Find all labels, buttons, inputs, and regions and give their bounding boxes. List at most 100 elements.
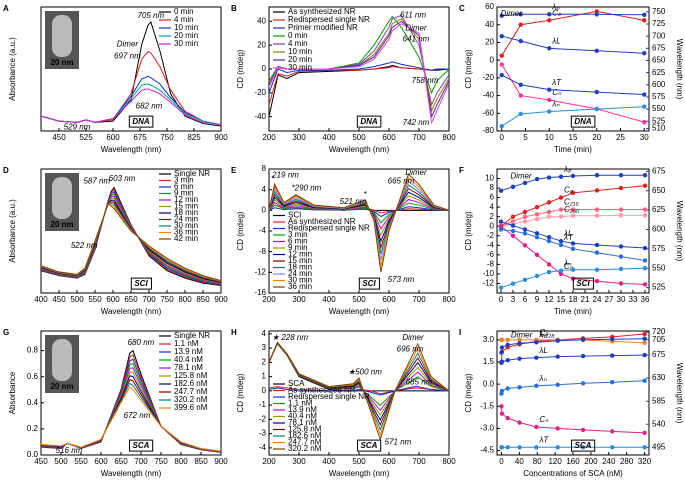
x-tick-label: 200 <box>584 457 598 466</box>
legend-label: 247.7 nM <box>288 438 322 447</box>
x-axis-label: Wavelength (nm) <box>101 307 162 316</box>
data-point <box>570 267 576 272</box>
annotation: Dimer <box>405 24 427 33</box>
y2-tick-label: 525 <box>652 116 666 125</box>
sample-label: SCA <box>133 441 150 450</box>
data-point <box>499 388 505 394</box>
y-tick-label: -80 <box>482 126 494 135</box>
data-point <box>570 173 576 179</box>
inset-rod <box>52 177 72 219</box>
y2-axis-label: Wavelength (nm) <box>675 201 684 262</box>
panel: G 450 500 550 600 650 700 750 800 850 900 0.0 0.2 0.4… <box>3 328 228 478</box>
y2-tick-label: 725 <box>652 19 666 28</box>
annotation: 742 nm <box>403 118 430 127</box>
y2-tick-label: 600 <box>652 80 666 89</box>
data-point <box>518 93 523 98</box>
inset-scale: 20 nm <box>50 220 73 229</box>
data-point <box>570 213 576 218</box>
y2-tick-label: 705 <box>652 335 666 344</box>
series-label: Cₙ <box>564 262 574 271</box>
data-point <box>522 214 528 219</box>
data-point <box>518 12 523 17</box>
annotation: 522 nm <box>71 241 98 250</box>
legend-label: Redispersed single NR <box>288 224 370 233</box>
data-point <box>499 404 504 409</box>
legend-label: 10 min <box>288 47 312 56</box>
annotation: * <box>271 174 275 183</box>
data-point <box>505 342 510 348</box>
data-point <box>618 213 624 218</box>
y2-tick-label: 675 <box>652 43 666 52</box>
x-tick-label: 700 <box>412 457 426 466</box>
x-tick-label: 500 <box>54 457 68 466</box>
x-tick-label: 400 <box>322 457 336 466</box>
y-tick-label: 3.0 <box>483 335 495 344</box>
x-tick-label: 550 <box>74 457 88 466</box>
y2-tick-label: 700 <box>652 31 666 40</box>
y-tick-label: -4 <box>487 240 495 249</box>
panel-label: C <box>459 4 465 13</box>
y-tick-label: 10 <box>485 174 494 183</box>
data-point <box>499 62 504 67</box>
y-tick-label: -4.5 <box>480 446 494 455</box>
panel: D 400 450 500 550 600 650 700 750 800 850 900 Wavele… <box>3 166 228 316</box>
annotation: 641 nm <box>403 34 430 43</box>
legend-label: 10 min <box>174 23 198 32</box>
sample-box <box>130 277 152 290</box>
series-label: λₙ <box>563 259 572 268</box>
data-point <box>594 213 600 218</box>
data-point <box>642 282 648 287</box>
data-point <box>547 12 552 17</box>
series-label: λₚ <box>538 330 547 339</box>
sample-label: DNA <box>574 117 592 126</box>
y-tick-label: 40 <box>485 20 494 29</box>
data-point <box>618 185 624 191</box>
annotation: * <box>291 184 295 193</box>
data-point <box>498 188 504 193</box>
data-point <box>594 106 599 112</box>
data-point <box>498 227 504 232</box>
annotation: 696 nm <box>397 345 424 354</box>
x-axis-label: Wavelength (nm) <box>101 469 162 478</box>
y2-tick-label: 550 <box>652 263 666 272</box>
x-tick-label: 800 <box>174 457 188 466</box>
annotation: 573 nm <box>388 275 415 284</box>
data-point <box>522 219 528 224</box>
series-label: λₚ <box>551 2 560 11</box>
y2-tick-label: 575 <box>652 244 666 253</box>
data-point <box>510 228 516 234</box>
data-point <box>594 48 599 53</box>
y-tick-label: -3 <box>259 429 267 438</box>
annotation: 611 nm <box>400 10 426 19</box>
legend-label: 399.6 nM <box>174 403 208 412</box>
y-tick-label: -20 <box>254 88 266 97</box>
annotation: 697 nm <box>114 52 141 61</box>
legend-label: Redispersed single NR <box>288 392 370 401</box>
data-point <box>580 427 586 433</box>
legend-label: 36 min <box>174 228 198 237</box>
annotation: 680 nm <box>128 338 155 347</box>
y-tick-label: 1.5 <box>483 357 495 366</box>
data-point <box>594 242 600 248</box>
annotation: 290 nm <box>294 184 322 193</box>
y-tick-label: 0.2 <box>27 424 39 433</box>
data-point <box>610 336 615 342</box>
y2-axis-label: Wavelength (nm) <box>675 363 684 424</box>
y2-tick-label: 550 <box>652 104 666 113</box>
panel-label: H <box>231 328 237 337</box>
y2-tick-label: 585 <box>652 396 666 405</box>
data-point <box>642 50 647 56</box>
data-point <box>580 445 586 450</box>
y-tick-label: 0.4 <box>27 398 39 407</box>
data-point <box>642 104 647 109</box>
y2-tick-label: 750 <box>652 7 666 16</box>
data-point <box>534 231 540 236</box>
legend-label: 78.1 nM <box>288 418 317 427</box>
data-point <box>610 429 615 434</box>
x-tick-label: 850 <box>196 295 210 304</box>
y2-tick-label: 575 <box>652 92 666 101</box>
data-point <box>534 252 540 258</box>
x-tick-label: 36 <box>641 295 650 304</box>
legend-label: 24 min <box>288 269 312 278</box>
